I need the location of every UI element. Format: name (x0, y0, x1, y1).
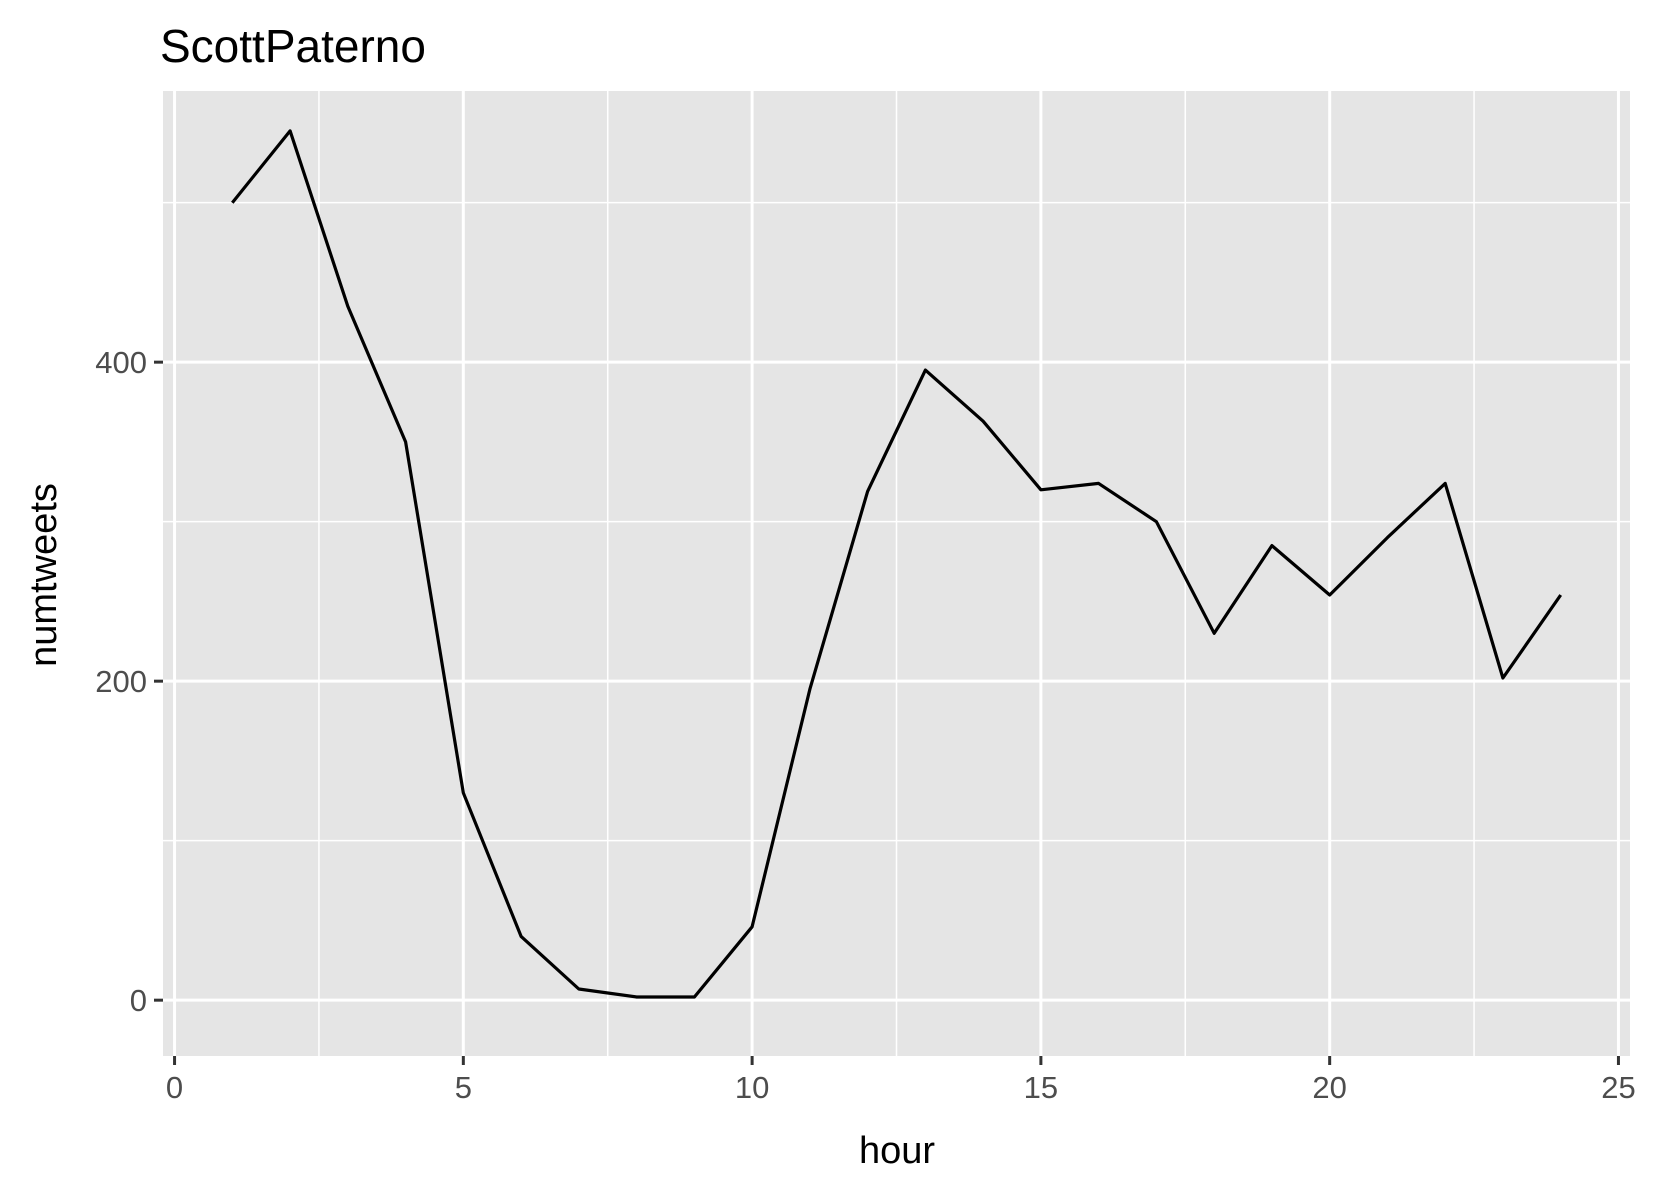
major-gridlines (163, 91, 1630, 1056)
x-tick-label: 20 (1312, 1070, 1346, 1105)
y-axis-label: numtweets (23, 483, 65, 667)
x-axis-label: hour (859, 1130, 935, 1172)
x-tick-label: 10 (735, 1070, 769, 1105)
y-tick-label: 200 (95, 664, 147, 699)
y-tick-label: 0 (130, 983, 147, 1018)
x-tick-label: 5 (455, 1070, 472, 1105)
x-tick-label: 15 (1024, 1070, 1058, 1105)
y-tick-label: 400 (95, 345, 147, 380)
x-axis: 0 5 10 15 20 25 (166, 1056, 1636, 1105)
minor-gridlines (163, 91, 1630, 1056)
series-layer (231, 129, 1563, 999)
series-line (231, 129, 1563, 999)
x-tick-label: 25 (1601, 1070, 1635, 1105)
chart-title: ScottPaterno (160, 20, 426, 72)
y-axis: 0 200 400 (95, 345, 163, 1018)
x-tick-label: 0 (166, 1070, 183, 1105)
